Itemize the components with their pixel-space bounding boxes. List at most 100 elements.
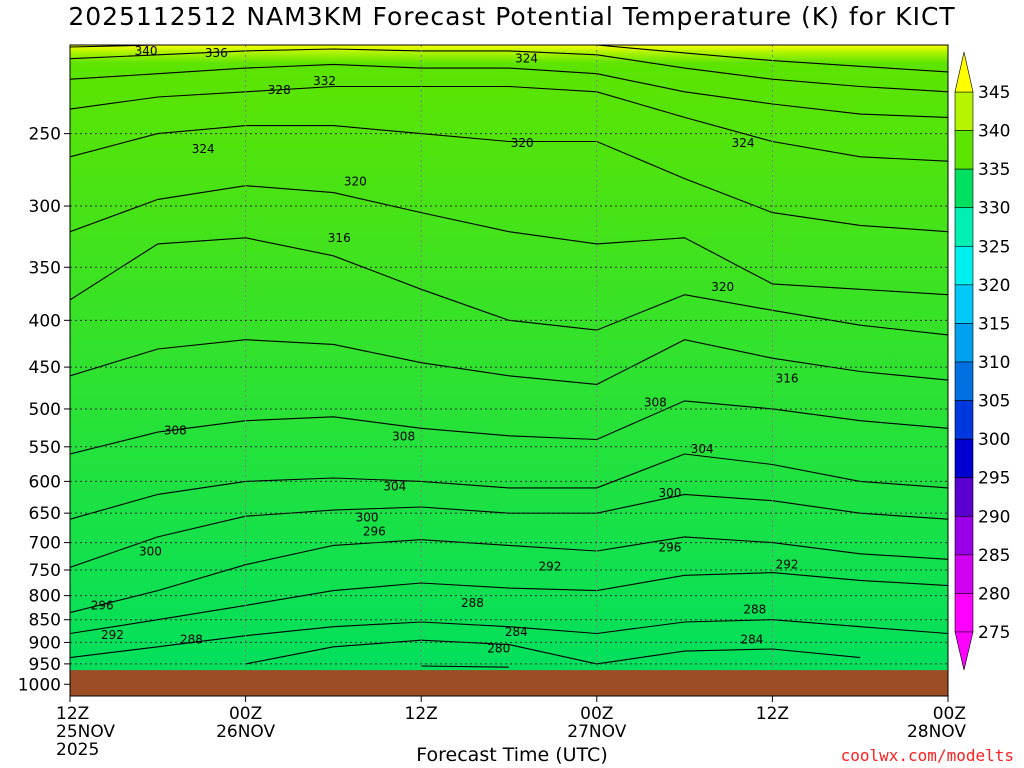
isentrope-340: [70, 45, 948, 73]
isentrope-284: [245, 639, 861, 665]
colorbar-label: 315: [978, 314, 1010, 334]
x-tick-label: 27NOV: [567, 722, 626, 742]
theta-shading: [70, 45, 948, 696]
contour-label: 324: [192, 142, 215, 156]
colorbar-swatch: [954, 323, 974, 363]
isentrope-312: [70, 339, 948, 385]
isentrope-316: [70, 237, 948, 336]
colorbar-label: 340: [978, 122, 1010, 142]
contour-label: 336: [205, 46, 228, 60]
colorbar-swatch: [954, 361, 974, 401]
y-tick-label: 950: [29, 655, 61, 675]
colorbar-label: 345: [978, 83, 1010, 103]
isentrope-320: [70, 185, 948, 296]
contour-label: 284: [505, 625, 528, 639]
contour-label: 320: [711, 280, 734, 294]
colorbar-swatch: [954, 91, 974, 131]
x-tick-label: 00Z: [933, 704, 966, 724]
y-tick-label: 850: [29, 611, 61, 631]
ground-surface: [70, 670, 948, 696]
contour-label: 288: [461, 596, 484, 610]
y-tick-label: 1000: [18, 675, 61, 695]
colorbar: 345 340 335 330 325 320 315 310 305 300 295 290 285 2…: [954, 51, 1010, 671]
isentrope-328: [70, 85, 948, 162]
isentrope-296: [70, 536, 948, 614]
y-tick-label: 400: [29, 311, 61, 331]
y-tick-label: 250: [29, 125, 61, 145]
colorbar-label: 310: [978, 353, 1010, 373]
colorbar-swatch: [954, 477, 974, 517]
colorbar-label: 285: [978, 546, 1010, 566]
colorbar-swatch: [954, 245, 974, 286]
contour-label: 288: [743, 602, 766, 616]
y-tick-label: 550: [29, 438, 61, 458]
isentrope-292: [70, 572, 948, 635]
x-tick-label: 26NOV: [216, 722, 275, 742]
isentrope-288: [70, 619, 948, 659]
colorbar-label: 300: [978, 430, 1010, 450]
y-tick-label: 650: [29, 504, 61, 524]
contour-label: 304: [691, 442, 714, 456]
contour-label: 308: [392, 430, 415, 444]
colorbar-swatch: [954, 515, 974, 556]
colorbar-swatch: [954, 438, 974, 479]
colorbar-swatch: [954, 593, 974, 633]
contour-label: 300: [356, 510, 379, 524]
contour-label: 300: [139, 545, 162, 559]
colorbar-label: 280: [978, 584, 1010, 604]
contour-label: 324: [515, 52, 538, 66]
x-tick-label: 12Z: [405, 704, 438, 724]
contour-label: 292: [101, 628, 124, 642]
x-tick-label: 00Z: [580, 704, 613, 724]
contour-label: 292: [776, 558, 799, 572]
x-tick-label: 12Z: [756, 704, 789, 724]
colorbar-label: 275: [978, 623, 1010, 643]
contour-label: 296: [91, 598, 114, 612]
contour-label: 332: [313, 74, 336, 88]
plot-frame: [69, 44, 949, 697]
colorbar-label: 305: [978, 392, 1010, 412]
contour-label: 300: [659, 486, 682, 500]
contour-label: 292: [539, 559, 562, 573]
isentrope-308: [70, 400, 948, 455]
contour-label: 324: [732, 136, 755, 150]
y-axis: 2503003504004505005506006507007508008509…: [18, 125, 70, 695]
colorbar-label: 325: [978, 237, 1010, 257]
colorbar-swatch: [954, 207, 974, 247]
colorbar-swatch: [954, 168, 974, 209]
contour-label: 296: [659, 541, 682, 555]
colorbar-label: 320: [978, 276, 1010, 296]
contour-label: 316: [328, 231, 351, 245]
isentrope-324: [70, 125, 948, 233]
contour-label: 308: [644, 396, 667, 410]
colorbar-swatch: [954, 130, 974, 170]
x-tick-label: 25NOV: [56, 722, 115, 742]
x-tick-label: 2025: [56, 740, 99, 760]
plot-area: 340 336 332 328 324 324 320 324 320 316 320 316 308 3…: [70, 45, 948, 696]
y-tick-label: 800: [29, 587, 61, 607]
colorbar-max-arrow: [954, 51, 974, 93]
contour-label: 296: [363, 525, 386, 539]
colorbar-label: 295: [978, 469, 1010, 489]
colorbar-min-arrow: [954, 631, 974, 671]
contour-label: 284: [740, 632, 763, 646]
contour-label: 320: [344, 174, 367, 188]
colorbar-label: 290: [978, 507, 1010, 527]
grid-layer: [70, 45, 948, 696]
y-tick-label: 900: [29, 633, 61, 653]
x-tick-label: 00Z: [229, 704, 262, 724]
contour-label: 288: [180, 632, 203, 646]
y-tick-label: 350: [29, 258, 61, 278]
y-tick-label: 700: [29, 534, 61, 554]
contour-label: 280: [487, 642, 510, 656]
x-axis-title: Forecast Time (UTC): [416, 744, 608, 766]
chart-title: 2025112512 NAM3KM Forecast Potential Tem…: [68, 2, 956, 31]
isentrope-280: [421, 665, 510, 668]
isentrope-336: [70, 48, 948, 93]
contour-label: 316: [776, 371, 799, 385]
isentrope-layer: [70, 45, 948, 668]
colorbar-swatch: [954, 284, 974, 324]
contour-label: 308: [164, 424, 187, 438]
